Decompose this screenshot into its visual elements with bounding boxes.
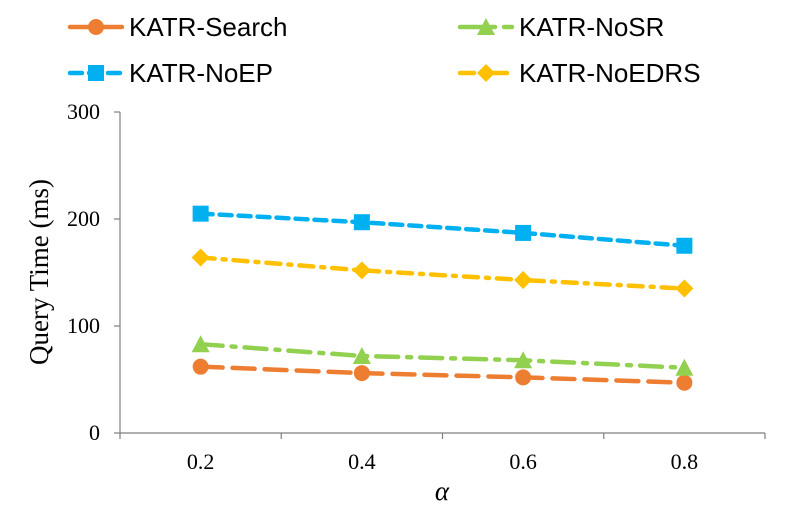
legend-item-katr-noedrs: KATR-NoEDRS (457, 58, 701, 88)
axes: 0 100 200 300 0.2 0.4 0.6 0.8 (67, 99, 766, 474)
series-katr-nosr (191, 335, 694, 376)
legend-label: KATR-NoEP (129, 58, 273, 88)
y-tick-label: 300 (67, 99, 100, 124)
legend-label: KATR-Search (129, 12, 287, 42)
data-point-katr-search (192, 358, 209, 375)
legend-label: KATR-NoEDRS (519, 58, 701, 88)
x-tick-label: 0.8 (671, 449, 699, 474)
y-tick-label: 200 (67, 206, 100, 231)
data-point-katr-noedrs (675, 279, 694, 298)
data-point-katr-noedrs (514, 270, 533, 289)
data-point-katr-nosr (352, 346, 371, 364)
series-line-katr-noedrs (198, 255, 687, 291)
data-point-katr-noedrs (191, 248, 210, 267)
legend-marker-katr-noedrs (477, 64, 495, 82)
data-point-katr-search (353, 365, 370, 382)
y-tick-label: 100 (67, 313, 100, 338)
data-point-katr-nosr (514, 351, 533, 369)
data-point-katr-noep (353, 214, 370, 231)
data-point-katr-noep (515, 224, 532, 241)
series-katr-search (192, 358, 693, 391)
legend-item-katr-nosr: KATR-NoSR (457, 12, 664, 42)
series-katr-noedrs (191, 248, 694, 298)
legend: KATR-Search KATR-NoSR KATR-NoEP KATR-NoEDRS (67, 12, 701, 88)
legend-marker-katr-nosr (477, 18, 495, 35)
data-point-katr-noep (676, 237, 693, 254)
legend-item-katr-noep: KATR-NoEP (67, 58, 273, 88)
legend-marker-katr-search (88, 19, 104, 35)
data-point-katr-search (676, 374, 693, 391)
series-line-katr-search (198, 364, 687, 385)
y-axis-title: Query Time (ms) (24, 179, 54, 365)
data-point-katr-noedrs (352, 261, 371, 280)
series-line-katr-nosr (198, 341, 687, 370)
series-line-katr-noep (198, 211, 687, 248)
legend-label: KATR-NoSR (519, 12, 664, 42)
legend-item-katr-search: KATR-Search (67, 12, 287, 42)
plot-area (191, 205, 694, 391)
data-point-katr-nosr (675, 358, 694, 376)
x-axis-title: α (435, 476, 450, 506)
legend-marker-katr-noep (88, 65, 104, 81)
x-tick-label: 0.6 (509, 449, 537, 474)
data-point-katr-noep (192, 205, 209, 222)
data-point-katr-search (515, 369, 532, 386)
data-point-katr-nosr (191, 335, 210, 353)
y-tick-label: 0 (89, 420, 100, 445)
series-katr-noep (192, 205, 693, 254)
x-tick-label: 0.4 (348, 449, 376, 474)
x-tick-label: 0.2 (187, 449, 215, 474)
